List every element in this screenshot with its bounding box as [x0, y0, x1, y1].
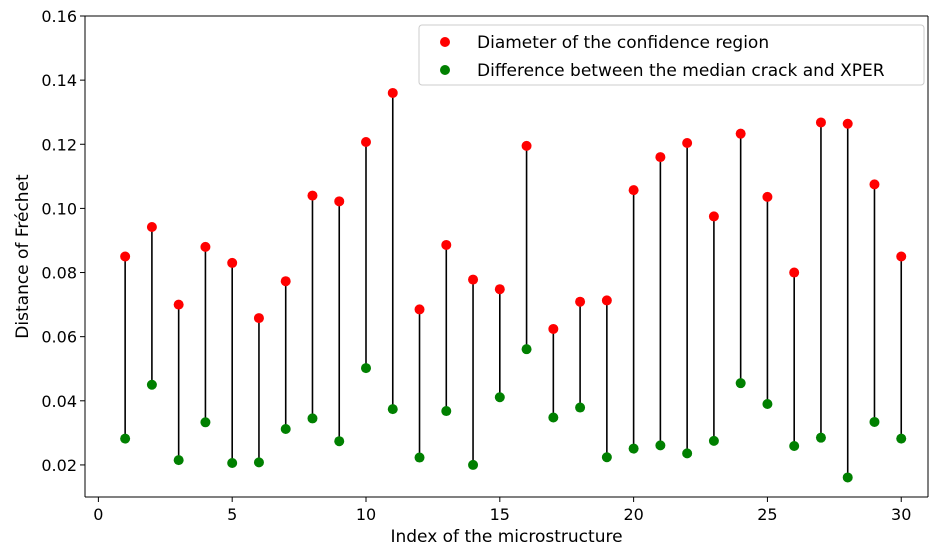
- point-difference: [575, 402, 586, 413]
- point-diameter: [146, 221, 157, 232]
- point-difference: [869, 416, 880, 427]
- ticks: 0 5 10 15 20 25 30 0.02 0.04 0.06 0.08 0.10 0.12 0.14…: [41, 7, 911, 524]
- point-difference: [735, 378, 746, 389]
- point-diameter: [575, 296, 586, 307]
- point-difference: [441, 406, 452, 417]
- x-tick-label: 25: [757, 505, 777, 524]
- point-difference: [227, 458, 238, 469]
- point-diameter: [842, 118, 853, 129]
- point-diameter: [735, 128, 746, 139]
- legend-marker-difference: [440, 65, 450, 75]
- point-difference: [896, 433, 907, 444]
- point-diameter: [387, 87, 398, 98]
- point-diameter: [173, 299, 184, 310]
- point-diameter: [307, 190, 318, 201]
- point-diameter: [762, 191, 773, 202]
- y-tick-label: 0.02: [41, 456, 77, 475]
- point-diameter: [869, 179, 880, 190]
- point-difference: [682, 448, 693, 459]
- point-diameter: [815, 117, 826, 128]
- point-difference: [494, 392, 505, 403]
- data-points: [120, 87, 907, 483]
- point-difference: [762, 399, 773, 410]
- point-diameter: [494, 284, 505, 295]
- x-tick-label: 15: [490, 505, 510, 524]
- point-diameter: [441, 239, 452, 250]
- point-diameter: [414, 304, 425, 315]
- point-difference: [789, 441, 800, 452]
- point-diameter: [468, 274, 479, 285]
- point-difference: [548, 412, 559, 423]
- legend-label-difference: Difference between the median crack and …: [477, 61, 885, 81]
- point-diameter: [120, 251, 131, 262]
- point-difference: [361, 363, 371, 374]
- y-tick-label: 0.14: [41, 71, 77, 90]
- point-diameter: [521, 140, 532, 151]
- point-diameter: [655, 152, 666, 163]
- point-diameter: [682, 137, 693, 148]
- point-difference: [120, 433, 131, 444]
- y-tick-label: 0.12: [41, 135, 77, 154]
- point-difference: [173, 455, 184, 466]
- point-diameter: [280, 276, 291, 287]
- legend-label-diameter: Diameter of the confidence region: [477, 33, 769, 53]
- point-diameter: [200, 241, 211, 252]
- point-difference: [280, 424, 291, 435]
- point-difference: [253, 457, 264, 468]
- point-diameter: [896, 251, 907, 262]
- axes: [84, 15, 929, 498]
- connector-lines: [124, 92, 903, 478]
- point-difference: [307, 413, 318, 424]
- x-tick-label: 10: [356, 505, 376, 524]
- point-difference: [146, 379, 157, 390]
- point-difference: [708, 435, 719, 446]
- legend-box: [418, 24, 925, 86]
- point-diameter: [334, 196, 345, 207]
- point-difference: [334, 436, 345, 447]
- point-diameter: [789, 267, 800, 278]
- legend-marker-diameter: [440, 37, 450, 47]
- point-diameter: [628, 185, 639, 196]
- point-difference: [414, 452, 425, 463]
- y-tick-label: 0.06: [41, 328, 77, 347]
- point-difference: [200, 417, 211, 428]
- point-difference: [601, 452, 612, 463]
- y-tick-label: 0.16: [41, 7, 77, 26]
- legend: Diameter of the confidence region Differ…: [418, 24, 925, 86]
- point-difference: [842, 472, 853, 483]
- y-tick-label: 0.10: [41, 199, 77, 218]
- point-difference: [815, 432, 826, 443]
- point-diameter: [227, 257, 238, 268]
- y-tick-label: 0.04: [41, 392, 77, 411]
- point-difference: [387, 404, 398, 415]
- point-difference: [468, 459, 479, 470]
- point-diameter: [601, 295, 612, 306]
- point-diameter: [253, 313, 264, 324]
- x-tick-label: 0: [93, 505, 103, 524]
- x-axis-label: Index of the microstructure: [390, 527, 622, 547]
- x-tick-label: 30: [891, 505, 911, 524]
- point-diameter: [361, 137, 371, 148]
- point-difference: [521, 344, 532, 355]
- x-tick-label: 5: [227, 505, 237, 524]
- point-diameter: [548, 323, 559, 334]
- point-difference: [655, 440, 666, 451]
- point-diameter: [708, 211, 719, 222]
- point-difference: [628, 443, 639, 454]
- y-tick-label: 0.08: [41, 264, 77, 283]
- y-axis-label: Distance of Fréchet: [13, 174, 33, 339]
- x-tick-label: 20: [623, 505, 643, 524]
